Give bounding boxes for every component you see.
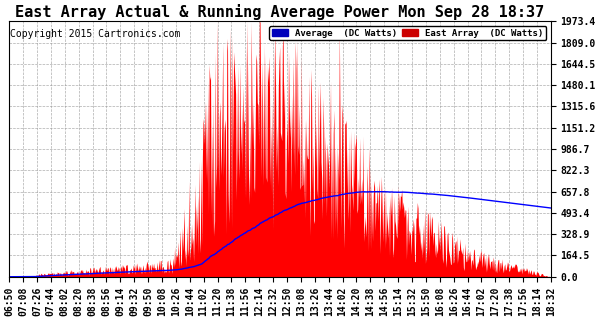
Text: Copyright 2015 Cartronics.com: Copyright 2015 Cartronics.com	[10, 29, 181, 39]
Title: East Array Actual & Running Average Power Mon Sep 28 18:37: East Array Actual & Running Average Powe…	[16, 4, 545, 20]
Legend: Average  (DC Watts), East Array  (DC Watts): Average (DC Watts), East Array (DC Watts…	[269, 26, 547, 40]
